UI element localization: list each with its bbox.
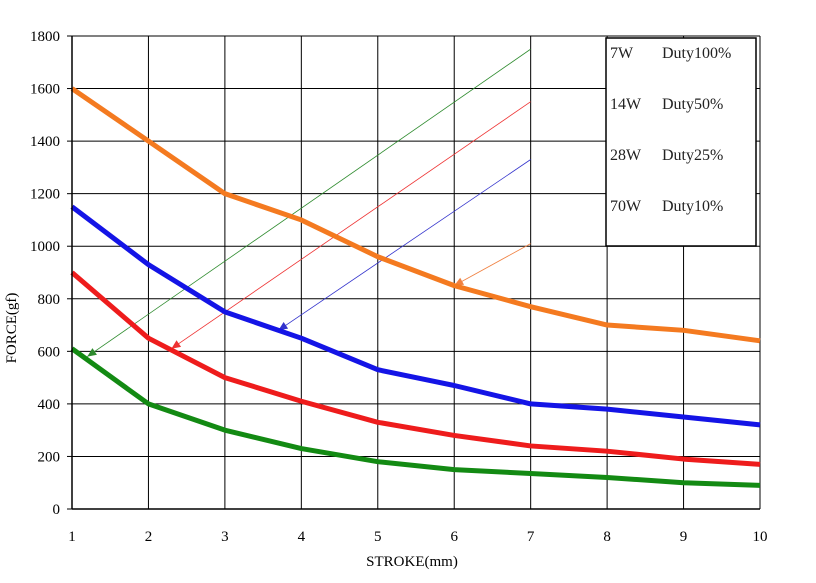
legend: 7W Duty100% 14W Duty50% 28W Duty25% 70W Duty10% bbox=[605, 37, 757, 247]
x-axis-label: STROKE(mm) bbox=[366, 554, 458, 570]
guide-line-3 bbox=[278, 159, 531, 331]
series-line-14W bbox=[70, 204, 761, 428]
x-tick-label-7: 7 bbox=[527, 529, 535, 545]
x-tick-label-10: 10 bbox=[753, 529, 768, 545]
x-tick-labels: 1 2 3 4 5 6 7 8 9 10 bbox=[68, 529, 767, 545]
legend-duty-28W: Duty25% bbox=[662, 147, 723, 164]
guide-line-2 bbox=[171, 101, 531, 350]
legend-box bbox=[605, 37, 757, 247]
x-tick-label-1: 1 bbox=[68, 529, 76, 545]
x-tick-label-2: 2 bbox=[145, 529, 153, 545]
x-tick-label-4: 4 bbox=[298, 529, 306, 545]
legend-entry-14W: 14W bbox=[610, 96, 642, 113]
x-tick-label-3: 3 bbox=[221, 529, 229, 545]
guide-arrow-4 bbox=[454, 277, 465, 286]
y-axis-label: FORCE(gf) bbox=[4, 293, 20, 364]
y-tick-label-1400: 1400 bbox=[30, 134, 60, 150]
series-line-70W bbox=[70, 346, 761, 488]
guide-lines bbox=[87, 48, 531, 357]
guide-arrow-2 bbox=[171, 340, 182, 349]
legend-duty-70W: Duty10% bbox=[662, 198, 723, 215]
y-tick-label-1800: 1800 bbox=[30, 29, 60, 45]
y-tick-labels: 0 200 400 600 800 1000 1200 1400 1600 1800 bbox=[30, 29, 60, 518]
legend-entry-7W: 7W bbox=[610, 45, 634, 62]
y-tick-label-800: 800 bbox=[38, 292, 61, 308]
x-tick-label-8: 8 bbox=[603, 529, 611, 545]
legend-entry-70W: 70W bbox=[610, 198, 642, 215]
x-tick-label-6: 6 bbox=[450, 529, 458, 545]
y-tick-label-1200: 1200 bbox=[30, 187, 60, 203]
y-tick-label-1000: 1000 bbox=[30, 239, 60, 255]
guide-line-1 bbox=[87, 48, 531, 357]
legend-entry-28W: 28W bbox=[610, 147, 642, 164]
series-line-7W bbox=[70, 86, 761, 344]
legend-duty-14W: Duty50% bbox=[662, 96, 723, 113]
y-tick-label-600: 600 bbox=[38, 344, 61, 360]
guide-arrow-3 bbox=[278, 321, 289, 331]
y-tick-label-0: 0 bbox=[53, 502, 61, 518]
legend-duty-7W: Duty100% bbox=[662, 45, 731, 62]
guide-arrow-1 bbox=[87, 348, 97, 357]
guide-line-4 bbox=[454, 243, 531, 286]
x-tick-label-9: 9 bbox=[680, 529, 688, 545]
axes bbox=[67, 35, 760, 510]
series-line-28W bbox=[70, 270, 761, 467]
y-tick-label-200: 200 bbox=[38, 449, 61, 465]
series-lines bbox=[70, 86, 761, 488]
y-tick-label-400: 400 bbox=[38, 397, 61, 413]
x-tick-label-5: 5 bbox=[374, 529, 382, 545]
y-tick-label-1600: 1600 bbox=[30, 82, 60, 98]
